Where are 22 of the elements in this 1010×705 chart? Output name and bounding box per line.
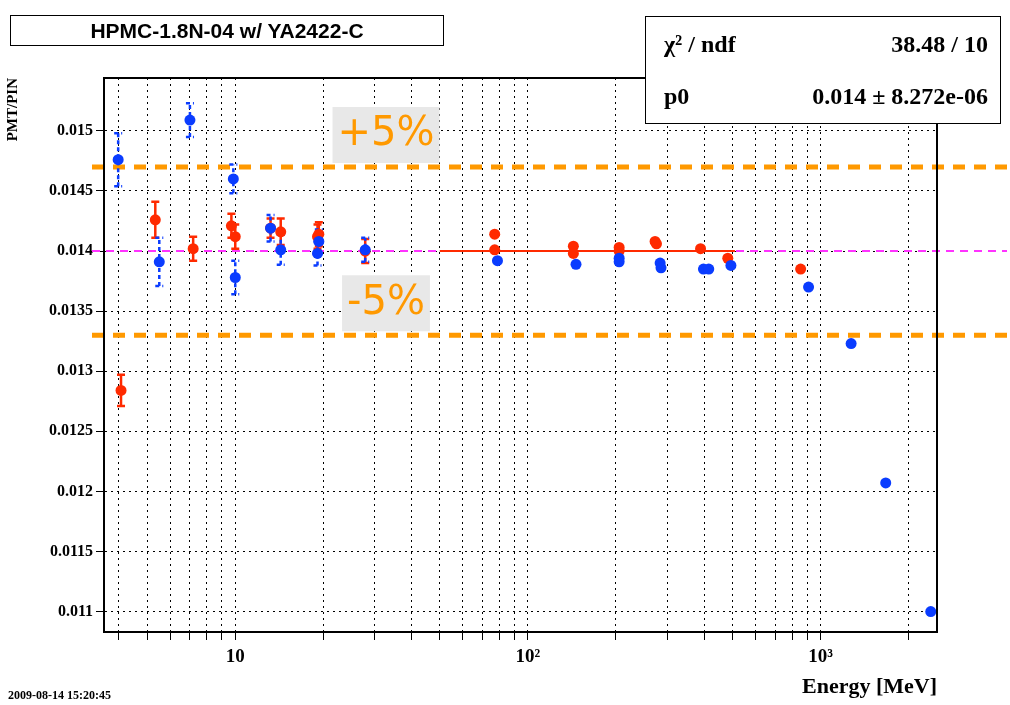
x-tick-label: 10²	[515, 645, 541, 667]
annotation: +5%	[337, 108, 435, 155]
y-tick-label: 0.0115	[49, 541, 93, 559]
x-axis-title: Energy [MeV]	[801, 673, 937, 699]
annotation: 0.014 ± 8.272e-06	[812, 83, 988, 110]
y-tick-label: 0.0125	[49, 421, 93, 439]
y-tick-label: 0.0145	[49, 181, 93, 199]
text: χ² / ndf	[664, 31, 736, 58]
x-tick-label: 10	[225, 645, 245, 667]
y-tick-label: 0.013	[57, 361, 93, 379]
y-axis-title: PMT/PIN	[3, 77, 20, 142]
text: 2009-08-14 15:20:45	[8, 688, 111, 703]
y-tick-label: 0.0135	[49, 301, 93, 319]
annotation: -5%	[347, 276, 425, 323]
annotation: p0	[664, 83, 690, 110]
chart-title: HPMC-1.8N-04 w/ YA2422-C	[10, 15, 444, 46]
x-tick-label: 10³	[808, 645, 834, 667]
y-tick-label: 0.011	[57, 601, 93, 619]
y-tick-label: 0.014	[57, 241, 93, 259]
y-tick-label: 0.015	[57, 121, 93, 139]
y-tick-label: 0.012	[57, 481, 93, 499]
text: 38.48 / 10	[891, 31, 988, 58]
